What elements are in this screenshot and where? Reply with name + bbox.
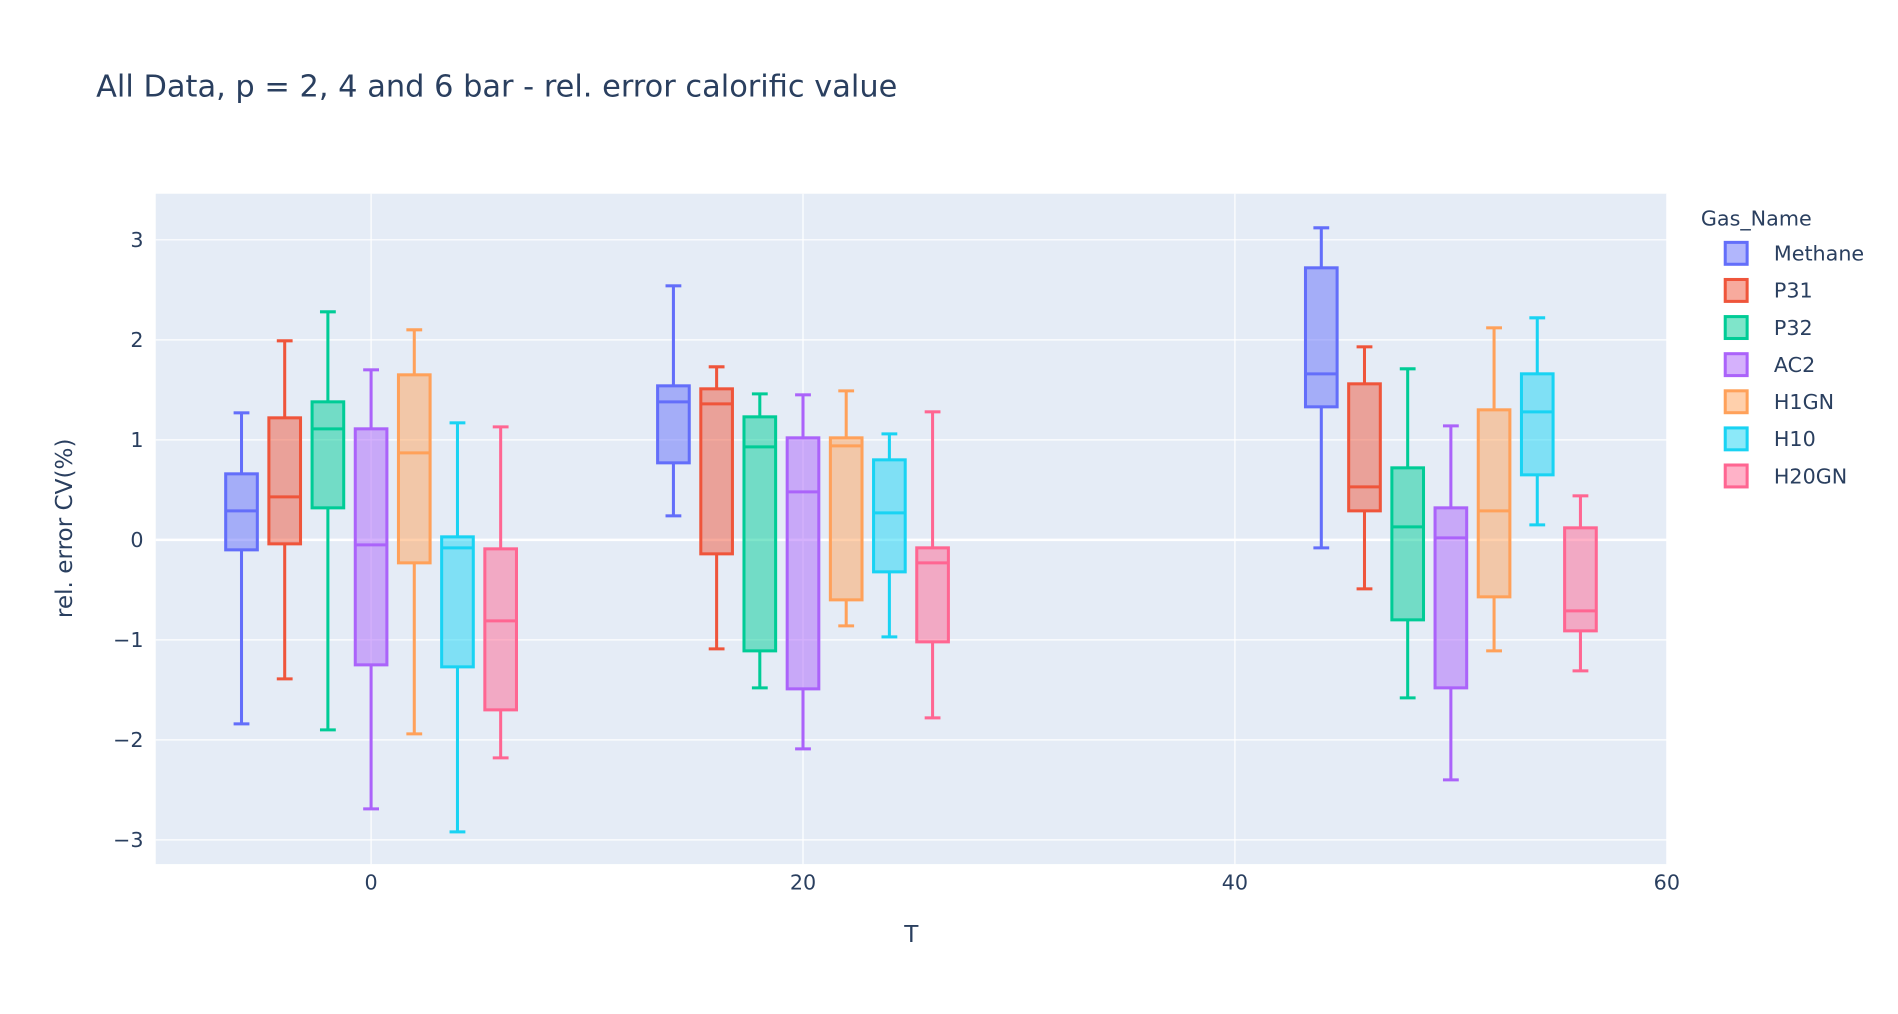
iqr-box xyxy=(872,458,907,574)
legend-swatch xyxy=(1723,240,1749,266)
x-tick-label: 40 xyxy=(1222,871,1248,895)
iqr-box xyxy=(656,384,691,465)
legend-item-ac2[interactable]: AC2 xyxy=(1723,352,1815,378)
box-ac2 xyxy=(353,368,389,811)
y-tick-label: 3 xyxy=(130,228,143,252)
iqr-box xyxy=(1433,506,1469,690)
box-p31 xyxy=(1347,345,1382,591)
boxes xyxy=(224,226,1598,834)
box-h1gn xyxy=(828,389,864,628)
box-h20gn xyxy=(483,425,518,760)
legend-item-h10[interactable]: H10 xyxy=(1723,426,1816,452)
legend-swatch xyxy=(1723,463,1749,489)
legend-item-h20gn[interactable]: H20GN xyxy=(1723,463,1847,489)
box-p32 xyxy=(1390,367,1426,700)
box-p32 xyxy=(310,310,346,732)
legend-swatch xyxy=(1723,315,1749,341)
iqr-box xyxy=(828,436,864,602)
iqr-box xyxy=(1347,382,1382,513)
legend: Gas_Name Methane P31 P32 AC2 H1GN H10 H20GN xyxy=(1701,206,1864,489)
legend-label: H20GN xyxy=(1774,464,1847,488)
legend-title: Gas_Name xyxy=(1701,206,1812,231)
y-tick-label: 2 xyxy=(130,328,143,352)
iqr-box xyxy=(1390,466,1426,622)
y-tick-label: 0 xyxy=(130,528,143,552)
iqr-box xyxy=(699,387,734,556)
box-methane xyxy=(1303,226,1339,550)
legend-swatch xyxy=(1723,277,1749,303)
y-axis-label: rel. error CV(%) xyxy=(52,439,78,619)
legend-item-h1gn[interactable]: H1GN xyxy=(1723,389,1834,415)
iqr-box xyxy=(1563,526,1598,633)
chart-title: All Data, p = 2, 4 and 6 bar - rel. erro… xyxy=(96,69,897,104)
box-h10 xyxy=(872,432,907,639)
iqr-box xyxy=(483,547,518,712)
box-h10 xyxy=(440,421,475,834)
legend-item-methane[interactable]: Methane xyxy=(1723,240,1864,266)
legend-label: H1GN xyxy=(1774,390,1834,414)
x-axis-label: T xyxy=(903,922,919,948)
iqr-box xyxy=(396,373,432,565)
box-ac2 xyxy=(1433,424,1469,782)
iqr-box xyxy=(267,416,303,546)
legend-item-p32[interactable]: P32 xyxy=(1723,315,1813,341)
x-tick-label: 20 xyxy=(790,871,816,895)
iqr-box xyxy=(1476,408,1512,599)
iqr-box xyxy=(742,415,778,653)
legend-label: H10 xyxy=(1774,427,1816,451)
box-methane xyxy=(224,411,259,726)
box-p31 xyxy=(699,365,734,651)
box-h10 xyxy=(1519,316,1555,527)
iqr-box xyxy=(310,400,346,510)
box-p31 xyxy=(267,339,303,681)
box-h1gn xyxy=(1476,326,1512,653)
legend-item-p31[interactable]: P31 xyxy=(1723,277,1813,303)
x-tick-label: 60 xyxy=(1654,871,1680,895)
legend-label: AC2 xyxy=(1774,353,1815,377)
box-methane xyxy=(656,284,691,518)
box-h20gn xyxy=(915,410,950,720)
box-h20gn xyxy=(1563,494,1598,673)
iqr-box xyxy=(785,436,821,691)
y-tick-label: −1 xyxy=(113,628,143,652)
iqr-box xyxy=(1519,372,1555,477)
box-ac2 xyxy=(785,393,821,751)
y-tick-label: −2 xyxy=(113,728,143,752)
iqr-box xyxy=(440,535,475,669)
box-h1gn xyxy=(396,328,432,736)
legend-swatch xyxy=(1723,426,1749,452)
x-tick-label: 0 xyxy=(365,871,378,895)
iqr-box xyxy=(1303,266,1339,409)
legend-label: P31 xyxy=(1774,279,1813,303)
y-tick-label: 1 xyxy=(130,428,143,452)
legend-swatch xyxy=(1723,352,1749,378)
iqr-box xyxy=(353,427,389,667)
box-p32 xyxy=(742,392,778,690)
tick-labels: −3 −2 −1 0 1 2 3 0 20 40 60 xyxy=(113,228,1680,895)
y-tick-label: −3 xyxy=(113,828,143,852)
legend-swatch xyxy=(1723,389,1749,415)
legend-label: P32 xyxy=(1774,316,1813,340)
legend-label: Methane xyxy=(1774,242,1864,266)
